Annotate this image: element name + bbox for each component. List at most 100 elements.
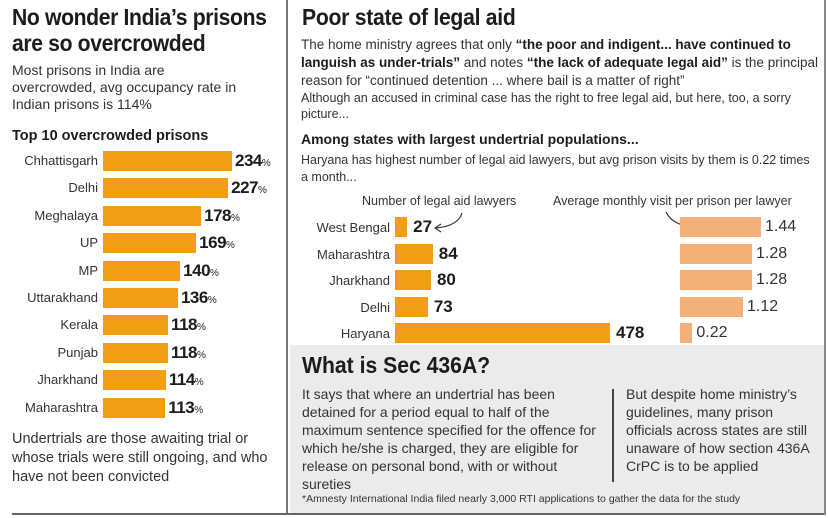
lawyers-bar [395, 243, 433, 264]
para-quote-1: “the poor and indigent... have continued… [301, 37, 791, 70]
legal-aid-paragraph-2: Although an accused in criminal case has… [301, 91, 791, 121]
occupancy-value: 227% [231, 178, 267, 198]
undertrials-note: Undertrials are those awaiting trial or … [12, 431, 268, 485]
occupancy-bar [103, 151, 232, 171]
prison-label: Maharashtra [25, 399, 98, 415]
lawyers-bar [395, 296, 428, 317]
bottom-border [12, 513, 824, 515]
occupancy-value: 118% [171, 315, 206, 335]
occupancy-value: 140% [183, 260, 219, 280]
states-subheading: Among states with largest undertrial pop… [301, 131, 639, 147]
prison-row: Kerala 118% [0, 314, 284, 336]
occupancy-bar [103, 397, 166, 418]
occupancy-value: 169% [199, 233, 235, 253]
state-row: Maharashtra 84 1.28 [288, 243, 828, 265]
occupancy-value: 136% [180, 288, 217, 307]
visits-bar [680, 217, 761, 237]
occupancy-bar [103, 315, 169, 336]
left-title-line2: are so overcrowded [12, 30, 206, 56]
para-text-3: is the principal reason for “continued d… [301, 55, 818, 88]
occupancy-value: 114% [168, 370, 204, 390]
visits-bar [680, 243, 752, 264]
prison-label: Meghalaya [34, 207, 98, 223]
lawyers-value: 478 [616, 323, 645, 342]
footnote: *Amnesty International India filed nearl… [302, 493, 741, 505]
prison-row: Punjab 118% [0, 342, 284, 364]
legal-aid-title: Poor state of legal aid [302, 4, 516, 30]
state-label: West Bengal [316, 220, 390, 235]
lawyers-bar [395, 270, 431, 290]
visits-value: 0.22 [696, 324, 728, 341]
prison-label: Delhi [68, 180, 98, 196]
para-text-1: The home ministry agrees that only [301, 37, 516, 52]
prison-row: Chhattisgarh 234% [0, 150, 284, 172]
sec436a-separator [612, 389, 614, 482]
prison-label: Chhattisgarh [24, 153, 98, 168]
left-title-line1: No wonder India’s prisons [12, 4, 267, 30]
prison-row: Uttarakhand 136% [0, 287, 284, 309]
lawyers-value: 80 [436, 270, 456, 289]
occupancy-bar [103, 370, 166, 391]
sec436a-explanation: It says that where an undertrial has bee… [302, 386, 596, 492]
lawyers-bar [395, 217, 408, 237]
sec436a-box [290, 345, 824, 513]
para-text-2: and notes [460, 55, 527, 70]
state-row: Delhi 73 1.12 [288, 296, 828, 318]
sec436a-unaware: But despite home ministry’s guidelines, … [626, 386, 809, 474]
occupancy-value: 234% [235, 151, 271, 170]
prison-row: Maharashtra 113% [0, 397, 284, 419]
sec436a-title: What is Sec 436A? [302, 352, 491, 378]
prison-label: UP [79, 235, 98, 251]
lawyers-value: 27 [413, 217, 433, 236]
prison-label: MP [78, 262, 99, 278]
visits-bar [680, 270, 752, 290]
vertical-divider [286, 0, 288, 514]
occupancy-value: 113% [168, 397, 203, 417]
state-row: Haryana 478 0.22 [288, 322, 828, 344]
occupancy-bar [103, 288, 178, 308]
prison-label: Jharkhand [37, 372, 98, 388]
legend-lawyers: Number of legal aid lawyers [362, 194, 517, 208]
prison-label: Punjab [57, 344, 98, 360]
occupancy-bar [103, 260, 181, 281]
prison-row: Delhi 227% [0, 177, 284, 199]
prison-row: Jharkhand 114% [0, 369, 284, 391]
occupancy-bar [103, 178, 229, 199]
overcrowded-chart-title: Top 10 overcrowded prisons [12, 128, 209, 144]
states-subtext: Haryana has highest number of legal aid … [301, 153, 810, 184]
occupancy-bar [103, 205, 202, 226]
occupancy-bar [103, 342, 169, 363]
state-label: Jharkhand [329, 273, 390, 288]
prison-row: MP 140% [0, 260, 284, 282]
lawyers-value: 73 [433, 296, 453, 316]
occupancy-value: 118% [171, 342, 206, 362]
lawyers-value: 84 [438, 243, 458, 263]
para-quote-2: “the lack of adequate legal aid” [526, 55, 728, 70]
state-label: Delhi [360, 299, 390, 315]
overcrowded-prisons-chart: Chhattisgarh 234% Delhi 227% Meghalaya 178% UP… [0, 150, 284, 425]
visits-value: 1.12 [747, 297, 779, 315]
legend-visits: Average monthly visit per prison per law… [553, 194, 792, 208]
left-subtitle: Most prisons in India are overcrowded, a… [12, 62, 237, 112]
state-label: Maharashtra [317, 246, 390, 262]
visits-value: 1.28 [756, 244, 788, 262]
occupancy-bar [103, 233, 197, 254]
legal-aid-chart: West Bengal 27 1.44 Maharashtra 84 1.28 Jharkh… [288, 210, 828, 345]
lawyers-bar [395, 323, 610, 343]
state-row: West Bengal 27 1.44 [288, 216, 828, 238]
visits-value: 1.28 [756, 271, 788, 288]
prison-label: Kerala [60, 317, 98, 333]
occupancy-value: 178% [204, 205, 240, 225]
prison-row: Meghalaya 178% [0, 205, 284, 227]
right-border [824, 0, 826, 515]
prison-label: Uttarakhand [27, 290, 98, 305]
state-label: Haryana [340, 326, 390, 341]
visits-bar [680, 296, 743, 317]
prison-row: UP 169% [0, 232, 284, 254]
left-title: No wonder India’s prisons are so overcro… [12, 4, 267, 56]
left-panel: No wonder India’s prisons are so overcro… [0, 0, 284, 514]
visits-value: 1.44 [765, 218, 797, 235]
state-row: Jharkhand 80 1.28 [288, 269, 828, 291]
legal-aid-paragraph: The home ministry agrees that only “the … [301, 36, 821, 90]
visits-bar [680, 323, 693, 343]
